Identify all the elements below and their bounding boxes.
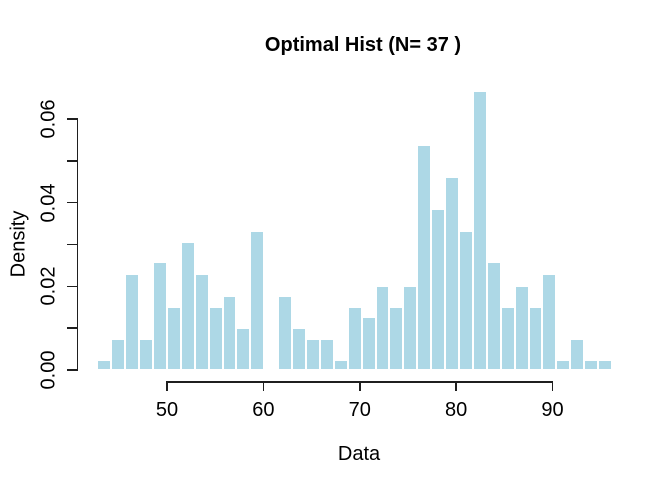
histogram-bar bbox=[347, 306, 362, 370]
histogram-bar bbox=[556, 360, 571, 370]
histogram-bar bbox=[333, 360, 348, 370]
x-tick-label: 60 bbox=[252, 399, 275, 421]
x-axis-label: Data bbox=[337, 443, 381, 465]
y-axis-tick bbox=[66, 201, 77, 204]
y-axis-tick bbox=[66, 118, 77, 120]
x-tick-label: 80 bbox=[445, 399, 468, 421]
histogram-bar bbox=[389, 306, 404, 370]
histogram-bar bbox=[292, 327, 306, 370]
histogram-bar bbox=[584, 360, 599, 370]
histogram-bar bbox=[514, 285, 529, 370]
histogram-bar bbox=[152, 262, 167, 370]
y-tick-label: 0.02 bbox=[37, 266, 60, 306]
histogram-bar bbox=[375, 285, 390, 370]
chart-title: Optimal Hist (N= 37 ) bbox=[264, 34, 462, 56]
histogram-bar bbox=[500, 306, 515, 370]
x-axis-tick bbox=[551, 381, 554, 391]
y-axis-tick bbox=[66, 160, 77, 162]
x-tick-label: 90 bbox=[541, 399, 564, 421]
histogram-bar bbox=[528, 306, 543, 370]
histogram-bar bbox=[319, 338, 334, 370]
histogram-bar bbox=[417, 144, 432, 370]
y-axis-tick bbox=[66, 285, 77, 288]
histogram-bar bbox=[305, 338, 320, 370]
histogram-bar bbox=[278, 295, 293, 370]
y-axis-tick bbox=[66, 369, 77, 371]
histogram-bar bbox=[542, 274, 557, 370]
x-axis-tick bbox=[166, 381, 168, 391]
y-tick-label: 0.04 bbox=[37, 183, 60, 223]
x-tick-label: 50 bbox=[155, 399, 179, 421]
histogram-bar bbox=[250, 230, 265, 370]
y-tick-label: 0.00 bbox=[37, 350, 60, 390]
histogram-bar bbox=[598, 360, 613, 370]
histogram-bar bbox=[194, 274, 209, 370]
y-axis-tick bbox=[66, 327, 77, 329]
histogram-bar bbox=[125, 274, 140, 370]
histogram-bar bbox=[97, 360, 112, 370]
histogram-bar bbox=[236, 327, 251, 370]
histogram-bar bbox=[445, 177, 460, 370]
histogram-bar bbox=[166, 306, 181, 370]
x-axis-tick bbox=[262, 381, 265, 391]
histogram-bar bbox=[431, 208, 446, 370]
histogram-bar bbox=[180, 242, 195, 370]
histogram-bar bbox=[208, 306, 223, 370]
histogram-bar bbox=[459, 230, 473, 370]
y-axis-label: Density bbox=[7, 210, 30, 278]
histogram-bar bbox=[139, 338, 153, 370]
histogram-bar bbox=[486, 262, 501, 370]
histogram-bar bbox=[111, 338, 126, 370]
histogram-bar bbox=[361, 316, 376, 370]
histogram-bar bbox=[570, 338, 585, 370]
y-axis-line bbox=[76, 118, 78, 371]
histogram-bar bbox=[403, 285, 418, 370]
histogram-bar bbox=[222, 295, 237, 370]
x-tick-label: 70 bbox=[348, 399, 371, 421]
y-axis-tick bbox=[66, 243, 77, 246]
x-axis-tick bbox=[455, 381, 457, 391]
histogram-bar bbox=[472, 90, 487, 370]
x-axis-tick bbox=[359, 381, 361, 391]
y-tick-label: 0.06 bbox=[37, 99, 60, 139]
